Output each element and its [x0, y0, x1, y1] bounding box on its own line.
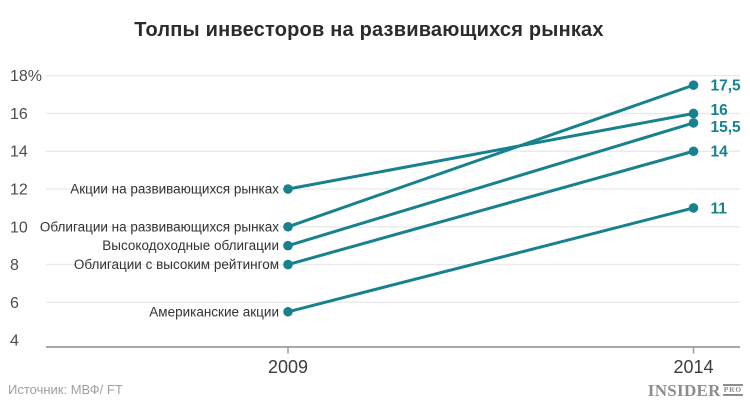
brand-pro-badge: PRO	[722, 384, 743, 396]
data-point	[688, 108, 699, 119]
data-point	[688, 146, 699, 157]
series-line	[286, 83, 695, 229]
data-point	[283, 221, 293, 232]
brand-logo: INSIDER PRO	[647, 381, 743, 400]
data-point	[688, 80, 699, 90]
series-label: Облигации на развивающихся рынках	[40, 219, 279, 234]
brand-name: INSIDER	[647, 381, 721, 400]
source-note: Источник: МВФ/ FT	[8, 382, 123, 397]
data-point	[283, 306, 293, 317]
data-point	[688, 118, 699, 128]
y-tick-label: 6	[10, 295, 19, 312]
series-label: Высокодоходные облигации	[102, 238, 279, 253]
value-label: 17,5	[711, 78, 742, 95]
series-label: Акции на развивающихся рынках	[70, 182, 279, 197]
data-point	[688, 203, 699, 213]
series-label: Американские акции	[149, 304, 279, 319]
data-point	[283, 259, 293, 270]
data-point	[283, 184, 293, 194]
series-label: Облигации с высоким рейтингом	[74, 257, 279, 272]
y-tick-label: 10	[10, 219, 28, 236]
data-point	[283, 240, 293, 251]
chart-title: Толпы инвесторов на развивающихся рынках	[134, 19, 604, 41]
value-label: 16	[711, 102, 729, 119]
y-tick-label: 8	[10, 257, 19, 274]
series-line	[286, 111, 695, 191]
value-label: 11	[711, 200, 728, 217]
y-tick-label: 12	[10, 182, 28, 199]
series-line	[286, 149, 695, 267]
x-tick-label: 2014	[673, 357, 713, 377]
x-tick-label: 2009	[268, 357, 308, 377]
series-line	[286, 121, 695, 248]
value-label: 14	[711, 144, 729, 161]
y-tick-label: 16	[10, 106, 28, 123]
y-tick-label: 4	[10, 333, 19, 350]
y-tick-label: 18%	[10, 68, 42, 85]
value-label: 15,5	[711, 119, 742, 136]
series-line	[286, 206, 695, 314]
y-tick-label: 14	[10, 144, 28, 161]
